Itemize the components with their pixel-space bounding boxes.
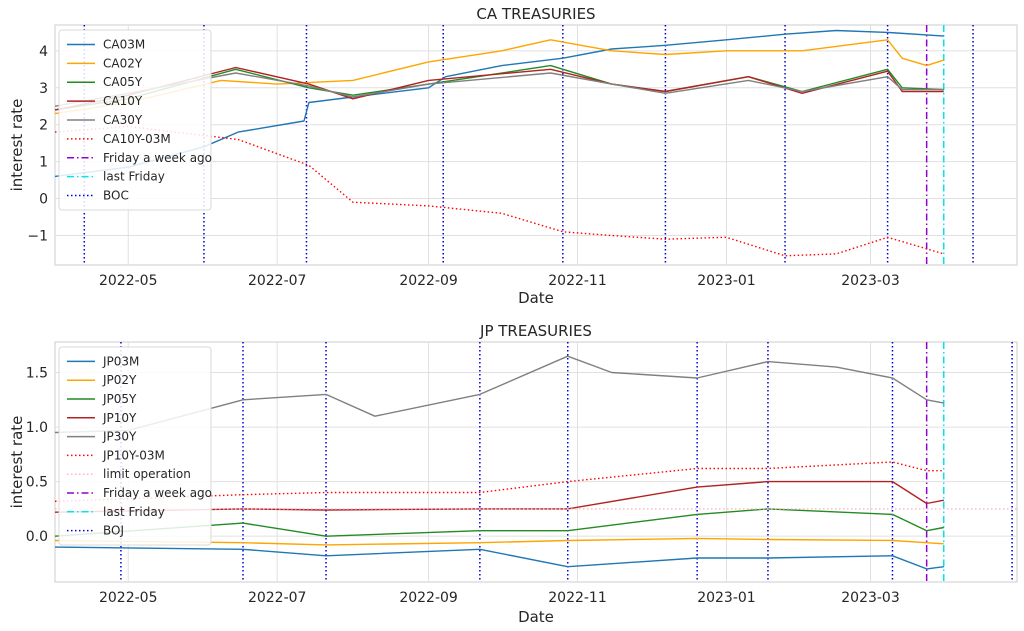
y-ticks-ca: −1 0 1 2 3 4 <box>27 44 48 245</box>
x-tick-label: 2022-11 <box>548 273 607 289</box>
x-tick-label: 2022-05 <box>99 590 158 606</box>
legend-label: CA30Y <box>103 113 143 127</box>
legend-box <box>58 346 212 546</box>
x-tick-label: 2023-03 <box>841 590 900 606</box>
x-ticks-ca: 2022-05 2022-07 2022-09 2022-11 2023-01 2023-… <box>99 273 900 289</box>
legend-box <box>58 29 212 211</box>
y-tick-label: 3 <box>39 81 48 97</box>
legend-label: Friday a week ago <box>103 151 212 165</box>
series-line-ca10y <box>54 66 944 111</box>
x-tick-label: 2022-07 <box>248 590 307 606</box>
y-tick-label: 0.0 <box>26 529 48 545</box>
y-tick-label: 0 <box>39 192 48 208</box>
legend-label: BOJ <box>103 524 124 538</box>
x-axis-label-ca: Date <box>518 289 554 307</box>
series-line-ca10y-03m <box>54 125 944 257</box>
legend-label: JP02Y <box>102 373 137 387</box>
series-line-jp10y-03m <box>54 461 944 502</box>
y-tick-label: 2 <box>39 118 48 134</box>
vlines-jp <box>120 342 1013 582</box>
series-ca <box>54 29 945 257</box>
y-axis-label-ca: interest rate <box>8 99 26 192</box>
y-tick-label: −1 <box>27 228 48 244</box>
x-tick-label: 2022-07 <box>248 273 307 289</box>
y-ticks-jp: 0.0 0.5 1.0 1.5 <box>26 366 48 546</box>
y-tick-label: 1 <box>39 155 48 171</box>
x-tick-label: 2022-09 <box>399 590 458 606</box>
legend-label: JP10Y <box>102 411 137 425</box>
legend-ca: CA03M CA02Y CA05Y CA10Y CA30Y CA10Y-03M Friday… <box>58 29 212 211</box>
x-ticks-jp: 2022-05 2022-07 2022-09 2022-11 2023-01 2023-… <box>99 590 900 606</box>
legend-label: CA05Y <box>103 75 143 89</box>
series-line-jp03m <box>54 546 944 570</box>
y-tick-label: 1.0 <box>26 420 48 436</box>
axes-background-ca <box>54 24 1018 266</box>
series-line-ca05y <box>54 64 944 111</box>
legend-label: Friday a week ago <box>103 486 212 500</box>
legend-label: JP03M <box>102 354 139 368</box>
legend-label: JP10Y-03M <box>102 448 165 462</box>
legend-label: JP30Y <box>102 430 137 444</box>
plot-area-jp <box>54 341 1018 583</box>
y-axis-label-jp: interest rate <box>8 416 26 509</box>
x-axis-label-jp: Date <box>518 608 554 626</box>
legend-jp: JP03M JP02Y JP05Y JP10Y JP30Y JP10Y-03M limit … <box>58 346 212 546</box>
series-jp <box>54 355 1017 570</box>
legend-label: last Friday <box>103 170 165 184</box>
x-tick-label: 2022-11 <box>548 590 607 606</box>
chart-title-jp: JP TREASURIES <box>479 322 592 340</box>
x-tick-label: 2022-09 <box>399 273 458 289</box>
plot-area-ca <box>54 24 1018 266</box>
legend-label: CA03M <box>103 37 145 51</box>
x-tick-label: 2022-05 <box>99 273 158 289</box>
series-line-jp02y <box>54 537 944 546</box>
y-tick-label: 1.5 <box>26 366 48 382</box>
x-tick-label: 2023-01 <box>697 590 756 606</box>
legend-label: limit operation <box>103 467 191 481</box>
legend-label: last Friday <box>103 505 165 519</box>
legend-label: BOC <box>103 189 129 203</box>
legend-label: CA10Y <box>103 94 143 108</box>
series-line-ca30y <box>54 72 944 107</box>
x-tick-label: 2023-03 <box>841 273 900 289</box>
legend-label: CA02Y <box>103 56 143 70</box>
panel-jp-treasuries: JP TREASURIES Date interest rate 2022-05… <box>8 322 1018 626</box>
chart-title-ca: CA TREASURIES <box>476 5 595 23</box>
y-tick-label: 0.5 <box>26 475 48 491</box>
y-tick-label: 4 <box>39 44 48 60</box>
legend-label: JP05Y <box>102 392 137 406</box>
gridlines-ca <box>55 25 1017 265</box>
series-line-ca02y <box>54 39 945 115</box>
series-line-ca03m <box>54 29 944 178</box>
x-tick-label: 2023-01 <box>697 273 756 289</box>
legend-label: CA10Y-03M <box>103 132 171 146</box>
series-line-jp30y <box>54 355 944 434</box>
panel-ca-treasuries: CA TREASURIES Date interest rate 2022-05… <box>8 5 1018 307</box>
series-line-jp05y <box>54 508 944 537</box>
